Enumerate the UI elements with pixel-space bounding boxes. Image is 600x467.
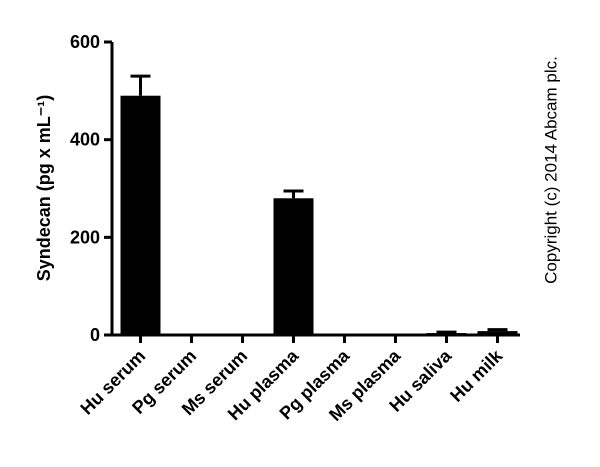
bar (426, 333, 467, 335)
y-tick-label: 600 (70, 32, 100, 52)
y-axis-label: Syndecan (pg x mL⁻¹) (34, 95, 54, 282)
y-tick-label: 200 (70, 227, 100, 247)
annotation: Copyright (c) 2014 Abcam plc. (541, 56, 560, 284)
bar (120, 95, 161, 335)
y-tick-label: 400 (70, 130, 100, 150)
y-tick-label: 0 (90, 325, 100, 345)
x-tick-label: Hu milk (446, 345, 507, 406)
bar (477, 331, 518, 335)
bar (273, 198, 314, 335)
